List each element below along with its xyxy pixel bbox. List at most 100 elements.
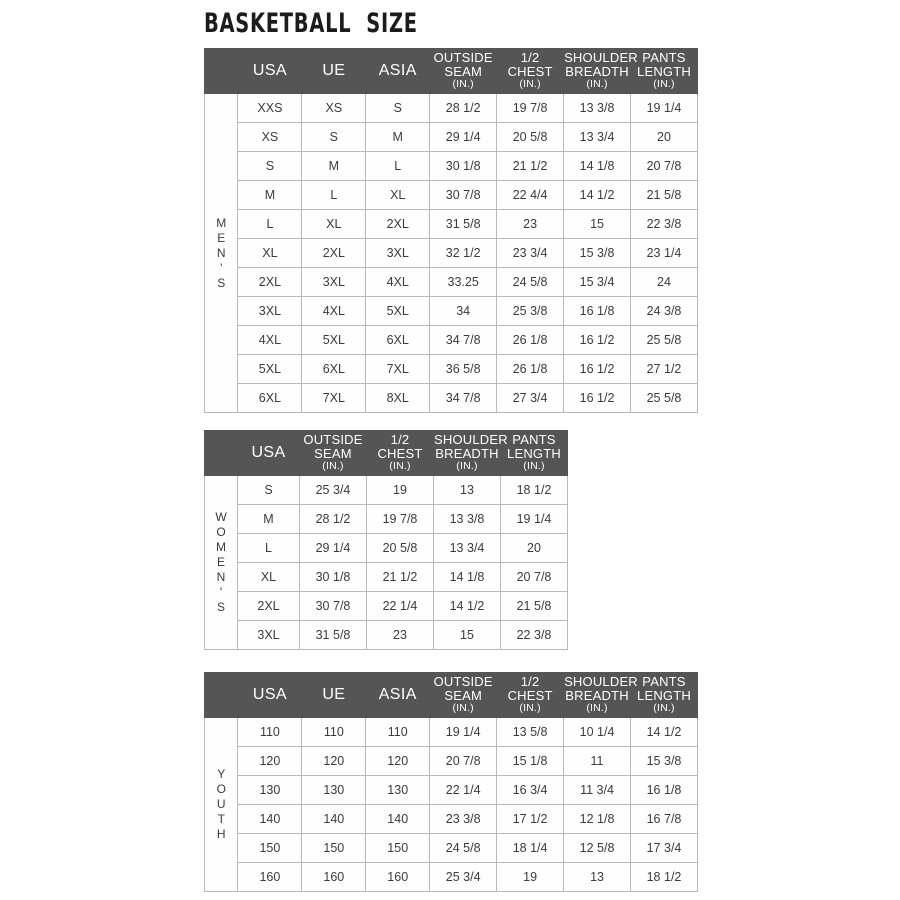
youth-col-header-label: OUTSIDE SEAM <box>433 674 493 704</box>
mens-col-header: ASIA <box>365 48 431 94</box>
mens-table-row: 3XL 4XL 5XL 34 25 3/8 16 1/8 24 3/8 <box>205 296 698 326</box>
mens-col-header-unit: (IN.) <box>519 78 541 91</box>
youth-cell: 18 1/4 <box>496 833 565 863</box>
youth-table-body: Y O U T H 110 110 110 19 1/4 13 5/8 10 1/4 14 1… <box>203 717 698 892</box>
mens-cell: 15 3/4 <box>563 267 631 297</box>
youth-cell: 120 <box>237 746 303 776</box>
mens-size-table: USA UE ASIA OUTSIDE SEAM (IN.) 1/2 CHEST (IN.)… <box>203 48 698 413</box>
mens-cell: 4XL <box>237 325 303 355</box>
mens-cell: 27 1/2 <box>630 354 698 384</box>
womens-cell: 21 1/2 <box>366 562 434 592</box>
womens-cell: 14 1/2 <box>433 591 501 621</box>
mens-cell: 2XL <box>365 209 431 239</box>
mens-cell: 32 1/2 <box>429 238 498 268</box>
mens-cell: 19 1/4 <box>630 93 698 123</box>
youth-cell: 17 1/2 <box>496 804 565 834</box>
page-title: BASKETBALL SIZE <box>204 8 418 39</box>
mens-cell: 23 <box>496 209 565 239</box>
youth-col-header-unit: (IN.) <box>586 702 608 715</box>
youth-table-row: 120 120 120 20 7/8 15 1/8 11 15 3/8 <box>205 746 698 776</box>
womens-cell: 19 <box>366 475 434 505</box>
womens-col-header: OUTSIDE SEAM (IN.) <box>299 430 367 476</box>
mens-cell: 22 3/8 <box>630 209 698 239</box>
youth-table-row: 160 160 160 25 3/4 19 13 18 1/2 <box>205 862 698 892</box>
mens-cell: 20 5/8 <box>496 122 565 152</box>
womens-col-header: USA <box>237 430 300 476</box>
womens-cell: 29 1/4 <box>299 533 367 563</box>
youth-col-header: PANTS LENGTH (IN.) <box>630 672 698 718</box>
womens-table-body: W O M E N ' S S 25 3/4 19 13 18 1/2 M 28 1/2 19 … <box>204 475 568 650</box>
mens-col-header: PANTS LENGTH (IN.) <box>630 48 698 94</box>
mens-cell: 4XL <box>301 296 367 326</box>
youth-table-row: 150 150 150 24 5/8 18 1/4 12 5/8 17 3/4 <box>205 833 698 863</box>
mens-cell: 25 5/8 <box>630 383 698 413</box>
womens-col-header-label: PANTS LENGTH <box>507 432 561 462</box>
youth-cell: 22 1/4 <box>429 775 498 805</box>
youth-col-header: ASIA <box>365 672 431 718</box>
mens-cell: 20 <box>630 122 698 152</box>
youth-col-header-label: ASIA <box>378 686 417 704</box>
youth-cell: 15 3/8 <box>630 746 698 776</box>
mens-cell: 6XL <box>301 354 367 384</box>
womens-cell: 30 1/8 <box>299 562 367 592</box>
mens-cell: 21 5/8 <box>630 180 698 210</box>
youth-col-header: SHOULDER BREADTH (IN.) <box>563 672 638 718</box>
youth-col-header-label: 1/2 CHEST <box>507 674 553 704</box>
youth-cell: 18 1/2 <box>630 862 698 892</box>
mens-cell: 36 5/8 <box>429 354 498 384</box>
mens-col-header: OUTSIDE SEAM (IN.) <box>429 48 498 94</box>
mens-cell: 34 7/8 <box>429 383 498 413</box>
youth-cell: 120 <box>301 746 367 776</box>
youth-cell: 12 1/8 <box>563 804 631 834</box>
mens-table-body: M E N ' S XXS XS S 28 1/2 19 7/8 13 3/8 19 1/4 X… <box>203 93 698 413</box>
womens-table-row: M 28 1/2 19 7/8 13 3/8 19 1/4 <box>205 504 568 534</box>
mens-table-row: M E N ' S XXS XS S 28 1/2 19 7/8 13 3/8 19 1/4 <box>203 93 698 413</box>
youth-cell: 11 <box>563 746 631 776</box>
mens-cell: 33.25 <box>429 267 498 297</box>
mens-cell: 24 5/8 <box>496 267 565 297</box>
mens-cell: 24 <box>630 267 698 297</box>
womens-cell: 13 <box>433 475 501 505</box>
mens-cell: XL <box>301 209 367 239</box>
mens-table-row: XL 2XL 3XL 32 1/2 23 3/4 15 3/8 23 1/4 <box>205 238 698 268</box>
youth-cell: 24 5/8 <box>429 833 498 863</box>
mens-cell: 6XL <box>365 325 431 355</box>
mens-cell: 16 1/2 <box>563 354 631 384</box>
mens-col-header-unit: (IN.) <box>586 78 608 91</box>
mens-col-header-label: ASIA <box>378 62 417 80</box>
mens-size-table-block: USA UE ASIA OUTSIDE SEAM (IN.) 1/2 CHEST (IN.)… <box>203 48 698 413</box>
youth-table-row: Y O U T H 110 110 110 19 1/4 13 5/8 10 1/4 14 1… <box>203 717 698 892</box>
youth-col-header-label: PANTS LENGTH <box>637 674 691 704</box>
mens-cell: 13 3/4 <box>563 122 631 152</box>
mens-cell: L <box>365 151 431 181</box>
mens-col-header-unit: (IN.) <box>452 78 474 91</box>
womens-cell: 23 <box>366 620 434 650</box>
youth-cell: 140 <box>301 804 367 834</box>
womens-cell: S <box>237 475 300 505</box>
womens-col-header: SHOULDER BREADTH (IN.) <box>433 430 508 476</box>
mens-cell: 5XL <box>365 296 431 326</box>
womens-cell: 20 7/8 <box>500 562 568 592</box>
womens-cell: 20 5/8 <box>366 533 434 563</box>
womens-cell: 2XL <box>237 591 300 621</box>
youth-cell: 12 5/8 <box>563 833 631 863</box>
mens-cell: 6XL <box>237 383 303 413</box>
womens-cell: L <box>237 533 300 563</box>
mens-cell: 16 1/8 <box>563 296 631 326</box>
womens-col-header: 1/2 CHEST (IN.) <box>366 430 434 476</box>
youth-header-corner <box>203 672 239 718</box>
womens-table-row: 3XL 31 5/8 23 15 22 3/8 <box>205 620 568 650</box>
womens-cell: 31 5/8 <box>299 620 367 650</box>
mens-cell: S <box>365 93 431 123</box>
mens-cell: 29 1/4 <box>429 122 498 152</box>
youth-cell: 16 3/4 <box>496 775 565 805</box>
womens-cell: 20 <box>500 533 568 563</box>
womens-table-row: XL 30 1/8 21 1/2 14 1/8 20 7/8 <box>205 562 568 592</box>
mens-cell: 4XL <box>365 267 431 297</box>
mens-group-label: M E N ' S <box>203 93 239 413</box>
womens-cell: 15 <box>433 620 501 650</box>
youth-cell: 130 <box>237 775 303 805</box>
youth-col-header-label: USA <box>252 686 287 704</box>
womens-cell: 21 5/8 <box>500 591 568 621</box>
youth-col-header-label: UE <box>322 686 346 704</box>
